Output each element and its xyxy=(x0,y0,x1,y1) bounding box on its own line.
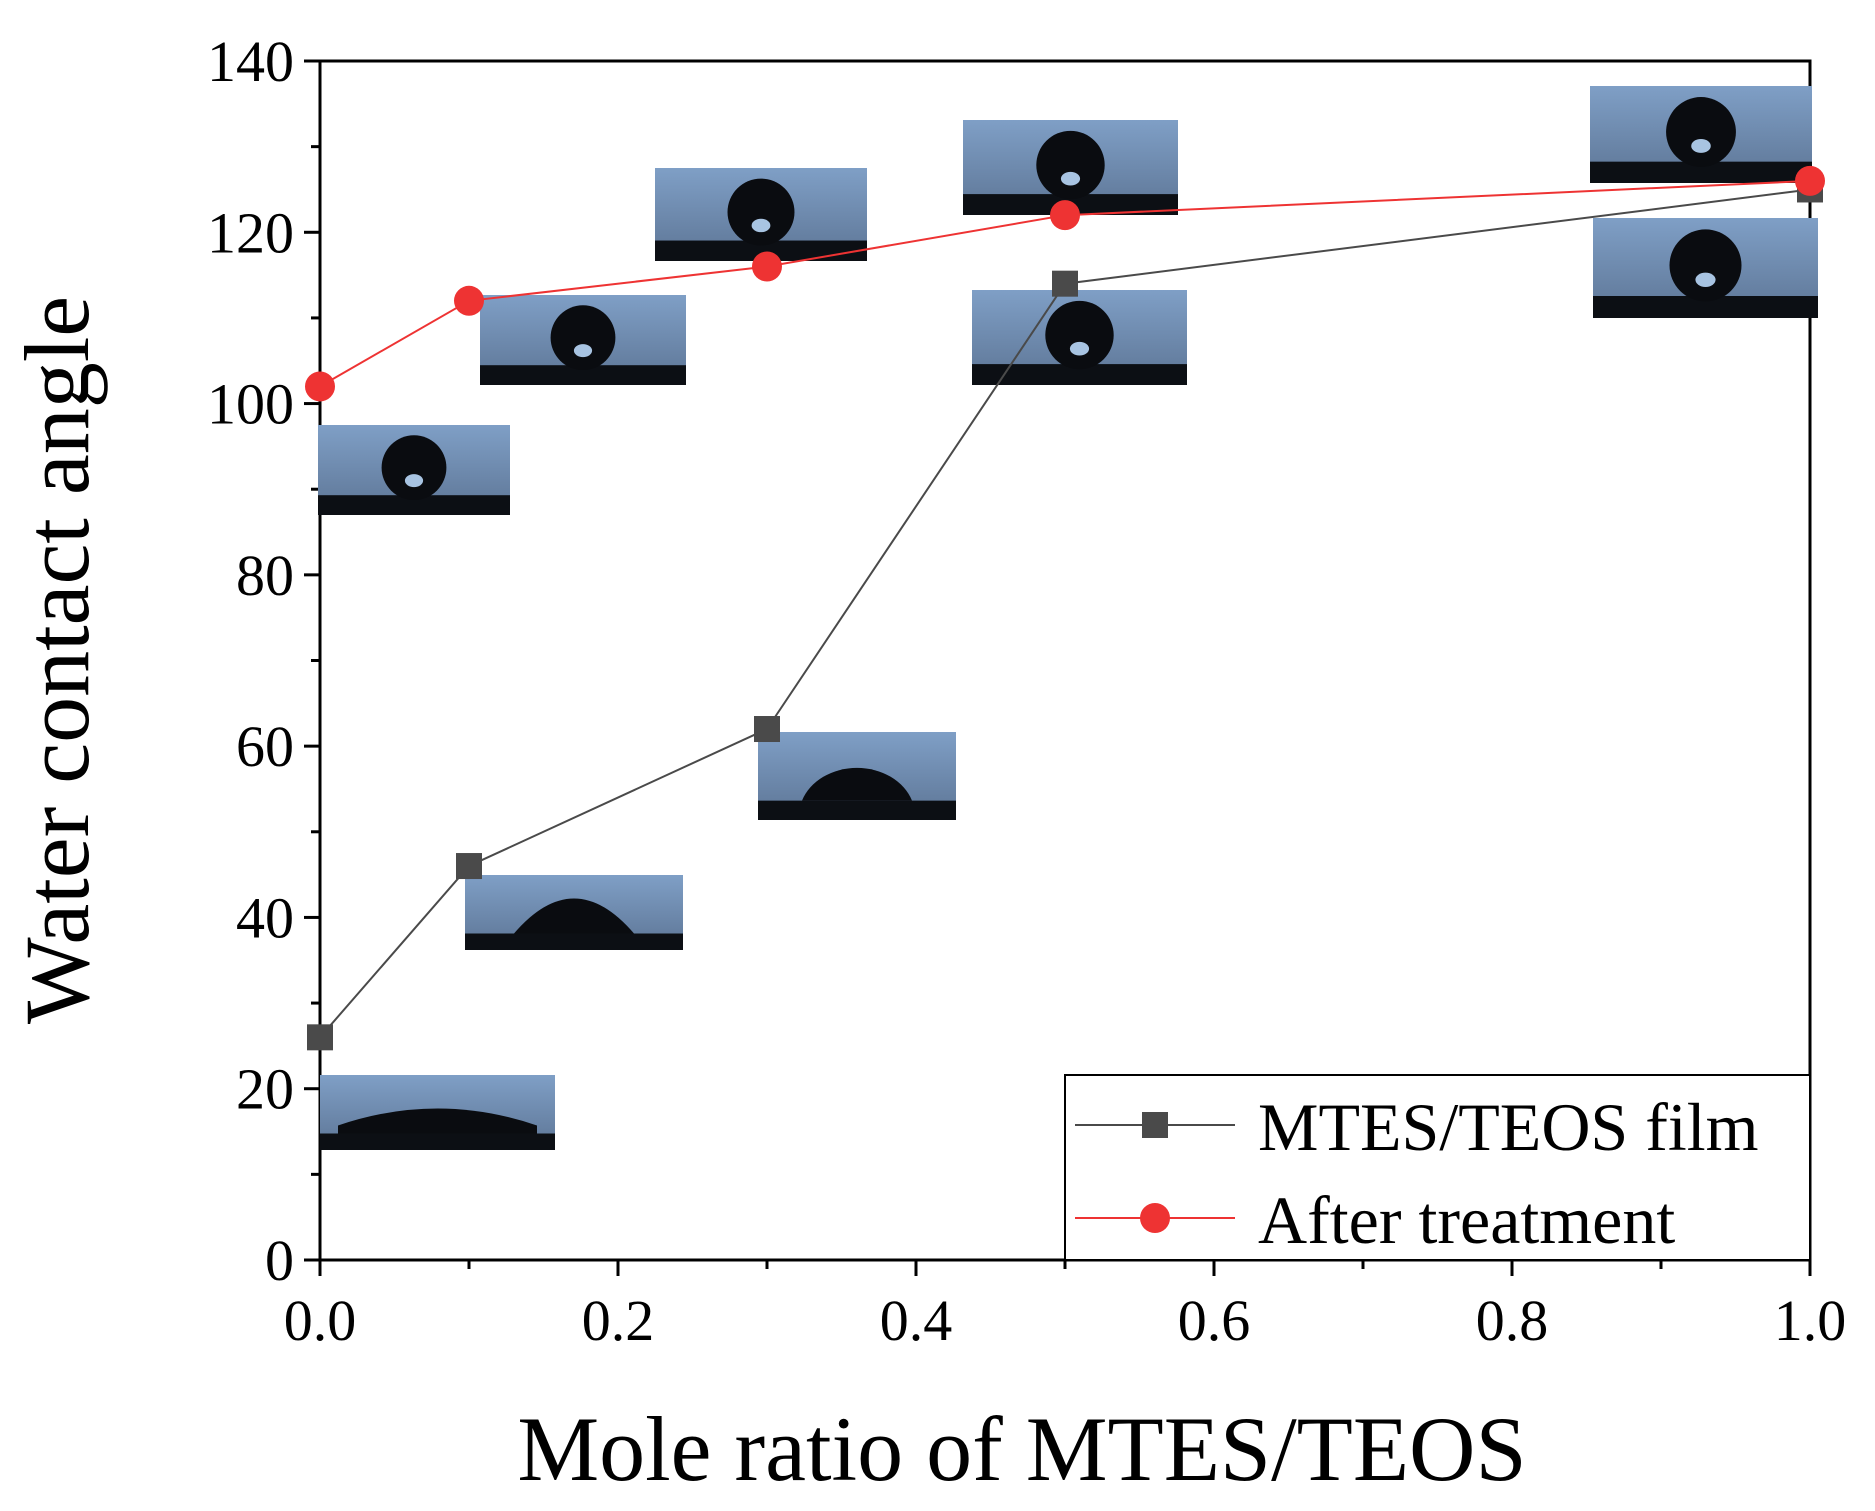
data-point-film xyxy=(307,1024,333,1051)
y-tick-label: 140 xyxy=(207,29,294,94)
droplet-photo xyxy=(318,425,510,515)
y-tick-label: 120 xyxy=(207,200,294,265)
photo-substrate xyxy=(655,240,867,261)
photo-substrate xyxy=(758,800,956,820)
droplet-highlight xyxy=(573,344,593,358)
data-point-film xyxy=(754,716,780,743)
photo-substrate xyxy=(320,1133,555,1150)
droplet-photo xyxy=(963,120,1178,215)
droplet-photo xyxy=(465,875,683,950)
data-point-film xyxy=(1052,270,1078,297)
y-tick-label: 80 xyxy=(236,543,294,608)
droplet xyxy=(338,1108,537,1134)
y-tick-label: 40 xyxy=(236,885,294,950)
droplet xyxy=(727,178,795,246)
photo-substrate xyxy=(480,365,686,385)
droplet-photo xyxy=(972,290,1187,385)
droplet-photo xyxy=(655,168,867,261)
droplet-photo xyxy=(320,1075,555,1150)
droplet xyxy=(381,435,447,501)
photo-substrate xyxy=(318,495,510,515)
droplet-photo xyxy=(758,732,956,820)
legend-marker-treatment xyxy=(1140,1203,1170,1233)
droplet-photo xyxy=(1590,86,1812,183)
x-tick-label: 0.4 xyxy=(880,1288,953,1353)
y-tick-label: 60 xyxy=(236,714,294,779)
photo-substrate xyxy=(972,364,1187,385)
data-point-film xyxy=(456,853,482,880)
x-axis-title: Mole ratio of MTES/TEOS xyxy=(517,1398,1526,1500)
photo-substrate xyxy=(465,933,683,950)
droplet-photo xyxy=(480,295,686,385)
legend-box xyxy=(1064,1074,1811,1261)
droplet-highlight xyxy=(404,474,424,488)
droplet xyxy=(1036,130,1105,200)
data-point-after-treatment xyxy=(1050,200,1080,231)
x-tick-label: 0.8 xyxy=(1476,1288,1549,1353)
y-tick-label: 100 xyxy=(207,372,294,437)
data-point-after-treatment xyxy=(1795,165,1825,196)
droplet xyxy=(514,898,634,934)
legend-marker-film xyxy=(1142,1112,1168,1138)
legend: MTES/TEOS film After treatment xyxy=(1064,1074,1811,1261)
series-markers xyxy=(305,165,1825,1051)
axis-ticks: 0 20 40 60 80 100 120 140 0.0 0.2 0.4 0.6 0.8 1.0 xyxy=(207,29,1846,1353)
legend-label-treatment: After treatment xyxy=(1258,1182,1675,1258)
droplet-highlight xyxy=(1060,171,1081,186)
x-tick-label: 1.0 xyxy=(1774,1288,1847,1353)
photo-substrate xyxy=(1593,296,1818,318)
x-tick-label: 0.0 xyxy=(284,1288,357,1353)
y-axis-title: Water contact angle xyxy=(6,296,108,1024)
droplet-highlight xyxy=(751,218,771,233)
data-point-after-treatment xyxy=(752,251,782,282)
data-point-after-treatment xyxy=(305,371,335,402)
x-tick-label: 0.2 xyxy=(582,1288,655,1353)
x-tick-label: 0.6 xyxy=(1178,1288,1251,1353)
droplet-photo xyxy=(1593,218,1818,318)
y-tick-label: 0 xyxy=(265,1228,294,1293)
droplet xyxy=(802,767,912,801)
data-point-after-treatment xyxy=(454,285,484,316)
y-tick-label: 20 xyxy=(236,1057,294,1122)
droplet xyxy=(1045,300,1114,370)
droplet xyxy=(1669,229,1742,302)
legend-label-film: MTES/TEOS film xyxy=(1258,1089,1759,1165)
droplet-highlight xyxy=(1695,272,1716,287)
droplet-highlight xyxy=(1691,138,1711,153)
photo-substrate xyxy=(1590,161,1812,183)
droplet xyxy=(550,305,616,371)
droplet xyxy=(1666,97,1736,167)
droplet-photos xyxy=(318,86,1818,1150)
droplet-highlight xyxy=(1069,341,1090,356)
